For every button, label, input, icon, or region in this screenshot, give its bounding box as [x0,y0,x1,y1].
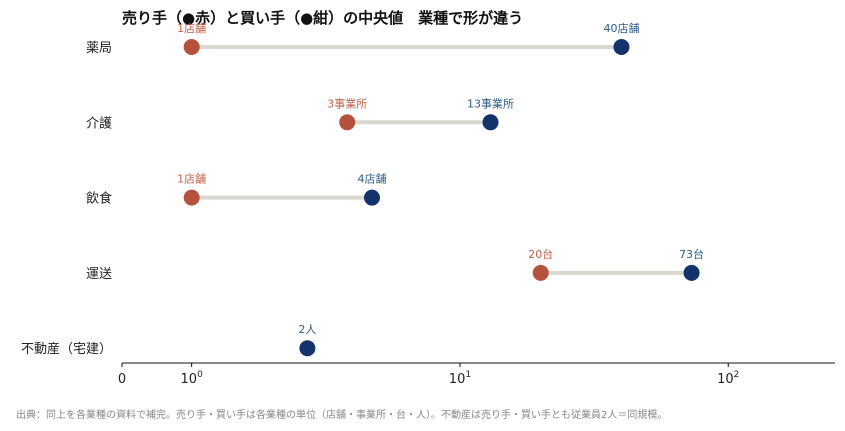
category-label: 飲食 [86,191,112,207]
buyer-point [299,340,316,357]
seller-point [183,189,200,206]
data-labels: 1店舗 40店舗 3事業所 13事業所 1店舗 4店舗 20台 73台 2人 [177,21,704,336]
chart-title: 売り手（●赤）と買い手（●紺）の中央値 業種で形が違う [122,9,523,27]
buyer-value-label: 73台 [679,247,704,261]
x-tick-label: 100 [181,370,204,387]
buyer-point [683,264,700,281]
x-axis-ticks: 0 100 101 102 [118,363,739,387]
x-tick-base: 10 [449,372,466,387]
points [183,39,700,357]
x-tick-base: 10 [717,372,734,387]
seller-value-label: 1店舗 [177,21,206,35]
seller-point [532,264,549,281]
category-label: 薬局 [86,41,112,56]
buyer-point [482,114,499,131]
x-tick-base: 10 [181,372,198,387]
seller-point [339,114,356,131]
x-tick-label: 102 [717,370,739,387]
x-tick-label: 101 [449,370,471,387]
buyer-value-label: 13事業所 [467,97,514,110]
x-tick-base: 0 [118,372,126,387]
x-tick-label: 0 [118,372,126,387]
category-label: 介護 [86,115,112,131]
category-label: 不動産（宅建） [21,341,112,357]
seller-point [183,39,200,55]
buyer-value-label: 4店舗 [357,172,386,186]
seller-value-label: 20台 [528,247,553,261]
buyer-point [613,39,630,55]
connectors [189,45,694,275]
buyer-value-label: 40店舗 [603,21,639,35]
x-tick-exponent: 0 [197,370,203,380]
buyer-point [363,189,380,206]
seller-value-label: 1店舗 [177,172,206,186]
source-note: 出典：同上を各業種の資料で補完。売り手・買い手は各業種の単位（店舗・事業所・台・… [16,408,667,421]
x-tick-exponent: 2 [734,370,740,380]
x-tick-exponent: 1 [465,370,471,380]
buyer-value-label: 2人 [298,323,316,336]
seller-value-label: 3事業所 [327,97,367,110]
category-label: 運送 [86,267,112,282]
